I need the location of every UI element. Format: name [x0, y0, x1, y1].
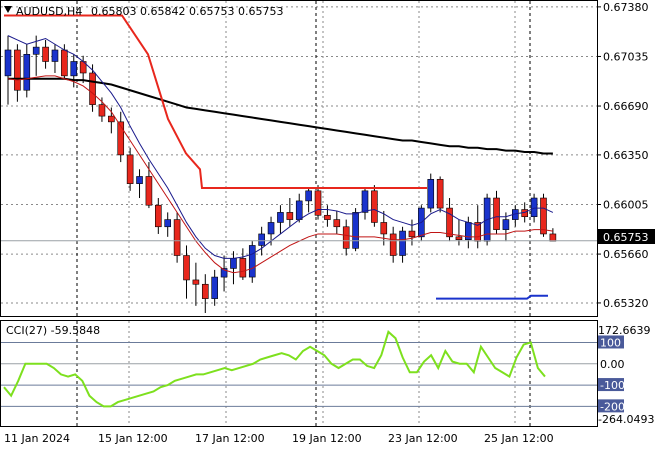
bear-candle[interactable]	[324, 214, 331, 220]
bull-candle[interactable]	[530, 197, 538, 218]
bull-candle[interactable]	[70, 61, 78, 77]
cci-level-box	[598, 335, 624, 349]
bull-candle[interactable]	[4, 49, 12, 77]
price-tick-label: 0.65660	[603, 248, 649, 261]
bull-candle[interactable]	[32, 46, 40, 55]
bear-candle[interactable]	[371, 190, 378, 223]
cci-level-label: 100	[600, 336, 621, 349]
bear-candle[interactable]	[342, 226, 350, 249]
price-tick-label: 0.67380	[603, 1, 649, 14]
price-plot[interactable]	[1, 14, 597, 313]
bear-candle[interactable]	[201, 283, 209, 299]
bear-candle[interactable]	[239, 258, 247, 278]
bull-candle[interactable]	[230, 258, 237, 269]
bear-candle[interactable]	[98, 104, 106, 117]
bear-candle[interactable]	[61, 49, 68, 77]
collapse-triangle-icon[interactable]	[4, 6, 12, 13]
ma-fast-line	[7, 35, 554, 259]
price-tick-label: 0.66350	[603, 149, 649, 162]
bull-candle[interactable]	[305, 190, 312, 202]
stop-lower-line	[436, 294, 548, 300]
bear-candle[interactable]	[183, 255, 190, 281]
price-tick-label: 0.66005	[603, 198, 649, 211]
time-tick-label: 19 Jan 12:00	[292, 432, 362, 445]
bull-candle[interactable]	[220, 268, 228, 278]
bull-candle[interactable]	[361, 190, 369, 213]
cci-level-label: -100	[600, 379, 625, 392]
cci-level-label: -200	[600, 400, 625, 413]
time-tick-label: 11 Jan 2024	[4, 432, 70, 445]
bear-candle[interactable]	[108, 115, 115, 123]
price-tick-label: 0.65320	[603, 297, 649, 310]
bear-candle[interactable]	[145, 176, 153, 206]
bear-candle[interactable]	[314, 190, 322, 216]
stop-upper-line	[4, 14, 427, 189]
bear-candle[interactable]	[14, 49, 21, 91]
time-axis: 11 Jan 2024 15 Jan 12:00 17 Jan 12:00 19 Ja…	[4, 432, 554, 445]
bull-candle[interactable]	[136, 176, 143, 184]
symbol-label: AUDUSD,H4	[16, 5, 82, 18]
ma-slow-line	[8, 77, 553, 155]
ma-mid-line	[7, 75, 553, 274]
bear-candle[interactable]	[192, 279, 200, 285]
bear-candle[interactable]	[117, 121, 125, 156]
current-price-label: 0.65753	[603, 231, 649, 244]
time-tick-label: 17 Jan 12:00	[195, 432, 265, 445]
bear-candle[interactable]	[549, 233, 557, 242]
bull-candle[interactable]	[277, 212, 284, 223]
bull-candle[interactable]	[399, 230, 406, 256]
cci-panel-frame	[0, 320, 598, 427]
cci-level-label: 0.00	[600, 358, 625, 371]
bear-candle[interactable]	[89, 72, 96, 105]
bull-candle[interactable]	[248, 245, 256, 278]
bear-candle[interactable]	[333, 219, 341, 228]
bull-candle[interactable]	[23, 54, 31, 91]
bear-candle[interactable]	[42, 46, 49, 62]
bear-candle[interactable]	[126, 154, 134, 184]
bull-candle[interactable]	[352, 212, 359, 249]
cci-min-label: -264.0493	[598, 413, 654, 426]
time-tick-label: 25 Jan 12:00	[484, 432, 554, 445]
bull-candle[interactable]	[164, 219, 172, 228]
bear-candle[interactable]	[286, 212, 294, 220]
cci-level-box	[598, 378, 624, 392]
price-panel-frame	[0, 0, 598, 317]
bear-candle[interactable]	[493, 197, 500, 230]
bull-candle[interactable]	[267, 222, 275, 235]
bull-candle[interactable]	[295, 200, 303, 220]
bear-candle[interactable]	[408, 230, 416, 238]
bull-candle[interactable]	[51, 49, 59, 62]
cci-max-label: 172.6639	[598, 324, 651, 337]
cci-line	[3, 330, 546, 408]
bear-candle[interactable]	[540, 197, 547, 235]
bull-candle[interactable]	[427, 179, 435, 209]
bear-candle[interactable]	[173, 219, 181, 256]
cci-plot[interactable]: 100 0.00 -100 -200	[1, 330, 625, 414]
cci-level-box	[598, 399, 624, 413]
price-tick-label: 0.67035	[603, 50, 649, 63]
bear-candle[interactable]	[446, 207, 453, 238]
current-price-box	[598, 229, 655, 244]
bear-candle[interactable]	[436, 179, 444, 209]
price-tick-label: 0.66690	[603, 100, 649, 113]
bear-candle[interactable]	[455, 236, 463, 241]
time-tick-label: 23 Jan 12:00	[388, 432, 458, 445]
bear-candle[interactable]	[389, 233, 397, 256]
bull-candle[interactable]	[258, 233, 265, 246]
ohlc-label: 0.65803 0.65842 0.65753 0.65753	[91, 5, 283, 18]
bull-candle[interactable]	[211, 276, 218, 299]
bull-candle[interactable]	[502, 219, 510, 230]
time-tick-label: 15 Jan 12:00	[98, 432, 168, 445]
bear-candle[interactable]	[380, 222, 388, 235]
bear-candle[interactable]	[155, 204, 162, 228]
price-axis: 0.67380 0.67035 0.66690 0.66350 0.66005 0.656…	[597, 1, 649, 310]
cci-title: CCI(27) -59.5848	[6, 324, 100, 337]
